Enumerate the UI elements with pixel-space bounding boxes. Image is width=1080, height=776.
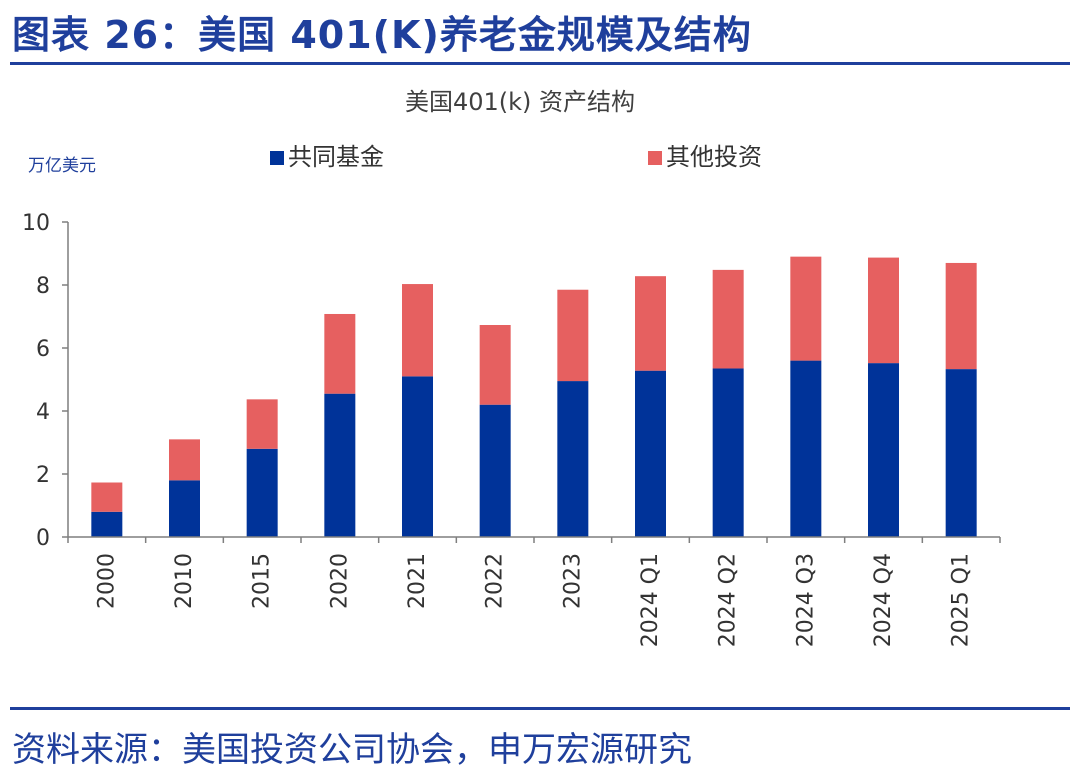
bar-mutual-funds-2024-Q2 <box>712 368 744 537</box>
legend-label-1: 共同基金 <box>288 143 384 171</box>
bar-mutual-funds-2024-Q4 <box>868 363 899 537</box>
bar-other-investments-2020 <box>324 313 356 394</box>
source-rule <box>10 707 1070 710</box>
y-tick-label: 6 <box>36 337 50 362</box>
bar-other-investments-2024-Q4 <box>868 257 899 364</box>
figure-title: 图表 26：美国 401(K)养老金规模及结构 <box>12 13 752 57</box>
bar-other-investments-2023 <box>557 289 589 382</box>
x-tick-label: 2021 <box>405 553 430 609</box>
bar-mutual-funds-2020 <box>324 393 356 537</box>
bar-mutual-funds-2021 <box>402 376 433 537</box>
bar-mutual-funds-2024-Q1 <box>635 370 666 537</box>
x-tick-label: 2023 <box>560 553 585 609</box>
bar-other-investments-2025-Q1 <box>945 262 977 370</box>
bar-mutual-funds-2025-Q1 <box>945 369 977 537</box>
source-note: 资料来源：美国投资公司协会，申万宏源研究 <box>12 730 692 770</box>
y-tick-label: 2 <box>36 463 50 488</box>
bar-other-investments-2024-Q2 <box>712 269 744 369</box>
bar-other-investments-2010 <box>169 439 200 481</box>
y-tick-label: 10 <box>22 211 50 236</box>
bar-other-investments-2000 <box>91 482 123 512</box>
bar-other-investments-2024-Q1 <box>635 276 666 371</box>
legend-swatch-2 <box>648 151 662 165</box>
x-tick-label: 2015 <box>250 553 275 609</box>
x-tick-label: 2025 Q1 <box>949 553 974 647</box>
y-axis-unit: 万亿美元 <box>28 156 96 176</box>
bar-mutual-funds-2022 <box>479 404 511 537</box>
x-tick-label: 2024 Q4 <box>871 553 896 647</box>
bar-mutual-funds-2000 <box>91 511 123 537</box>
x-tick-label: 2022 <box>483 553 508 609</box>
x-tick-label: 2010 <box>172 553 197 609</box>
bar-other-investments-2015 <box>246 399 278 449</box>
title-rule <box>10 62 1070 65</box>
bar-mutual-funds-2015 <box>246 448 278 537</box>
y-tick-label: 0 <box>36 526 50 551</box>
bar-other-investments-2021 <box>402 284 433 377</box>
x-tick-label: 2024 Q2 <box>716 553 741 647</box>
legend-label-2: 其他投资 <box>666 143 762 171</box>
x-tick-label: 2024 Q1 <box>638 553 663 647</box>
x-tick-label: 2020 <box>327 553 352 609</box>
y-tick-label: 8 <box>36 274 50 299</box>
legend-swatch-1 <box>270 151 284 165</box>
bar-other-investments-2022 <box>479 325 511 405</box>
chart-title: 美国401(k) 资产结构 <box>405 88 635 116</box>
bar-mutual-funds-2024-Q3 <box>790 360 822 537</box>
bar-mutual-funds-2023 <box>557 381 589 537</box>
bar-other-investments-2024-Q3 <box>790 256 822 361</box>
y-tick-label: 4 <box>36 400 50 425</box>
x-tick-label: 2000 <box>94 553 119 609</box>
x-tick-label: 2024 Q3 <box>793 553 818 647</box>
bar-mutual-funds-2010 <box>169 480 200 537</box>
